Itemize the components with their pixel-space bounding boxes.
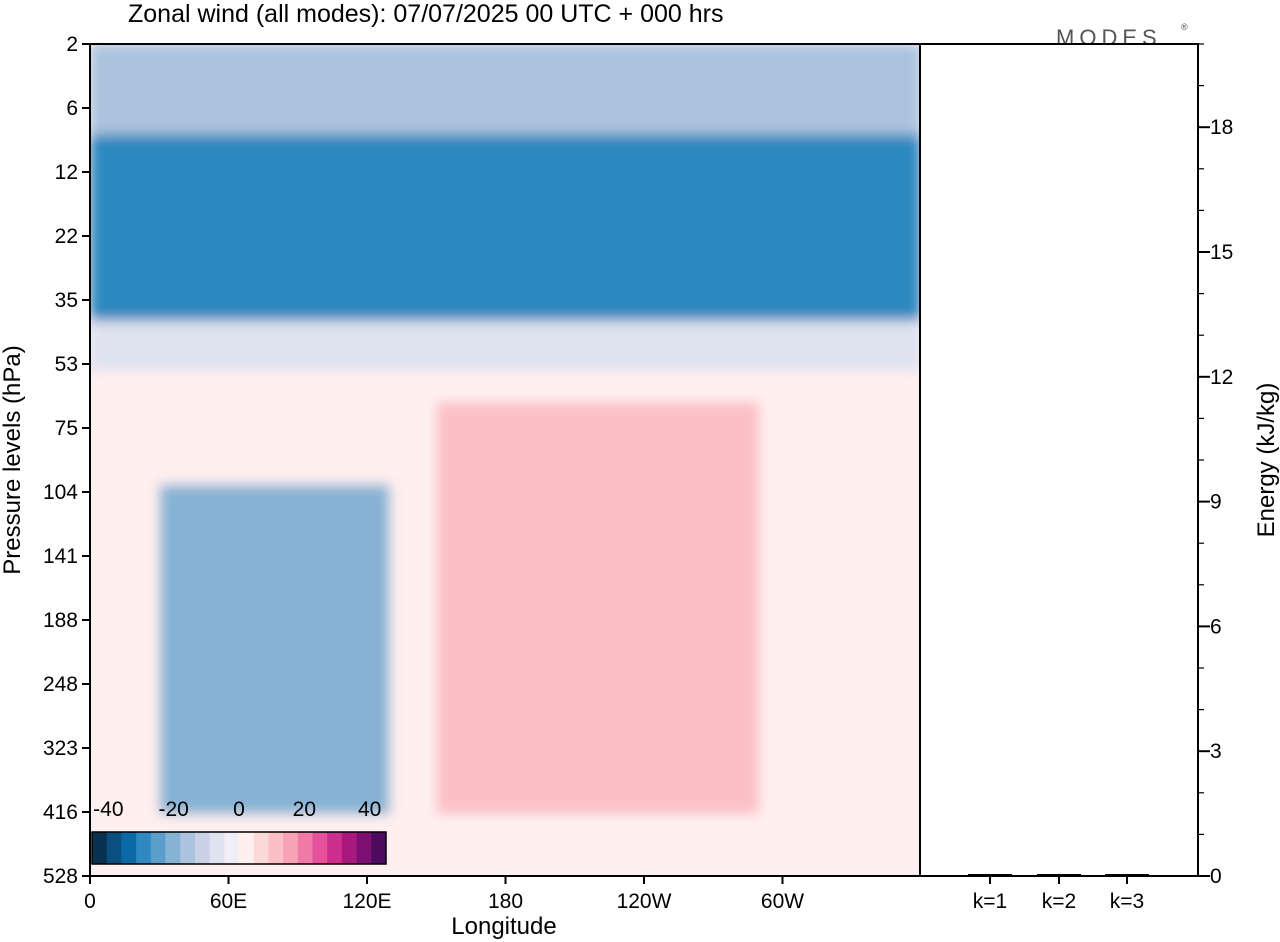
energy-tick-label: 9: [1210, 491, 1222, 514]
energy-bar: [1037, 874, 1081, 876]
colorbar: -40 -20 0 20 40: [91, 798, 387, 865]
colorbar-swatch: [327, 832, 343, 864]
pressure-tick-label: 416: [43, 801, 78, 824]
colorbar-swatch: [371, 832, 387, 864]
pressure-tick-label: 141: [43, 545, 78, 568]
pressure-tick-label: 323: [43, 737, 78, 760]
pressure-axis: 2 6 12 22 35 53 75 104 141 188 248 323 416 528: [43, 33, 90, 888]
energy-tick-label: 12: [1210, 366, 1233, 389]
pressure-tick-label: 53: [55, 353, 78, 376]
colorbar-swatch: [136, 832, 152, 864]
heatmap-region: [90, 320, 920, 371]
energy-bar: [1105, 874, 1149, 876]
heatmap-region: [436, 401, 760, 815]
pressure-tick-label: 528: [43, 865, 78, 888]
longitude-axis: 0 60E 120E 180 120W 60W: [84, 876, 804, 913]
colorbar-swatch: [356, 832, 372, 864]
y-axis-label: Pressure levels (hPa): [0, 345, 26, 574]
pressure-tick-label: 188: [43, 609, 78, 632]
registered-mark: ®: [1181, 22, 1188, 32]
pressure-tick-label: 12: [55, 161, 78, 184]
energy-tick-label: 18: [1210, 116, 1233, 139]
colorbar-frame: [91, 831, 387, 865]
heatmap-region: [159, 484, 391, 815]
heatmap-region: [90, 44, 920, 135]
pressure-tick-label: 2: [66, 33, 78, 56]
energy-tick-label: 3: [1210, 740, 1222, 763]
colorbar-swatch: [283, 832, 299, 864]
colorbar-tick-label: 20: [293, 798, 316, 821]
colorbar-swatch: [209, 832, 225, 864]
longitude-tick-label: 0: [84, 890, 96, 913]
colorbar-swatch: [121, 832, 137, 864]
energy-panel: [919, 43, 1199, 877]
colorbar-swatch: [239, 832, 255, 864]
colorbar-tick-label: 0: [233, 798, 245, 821]
longitude-tick-label: 120W: [617, 890, 672, 913]
energy-axis: 0 3 6 9 12 15 18: [1198, 43, 1233, 888]
colorbar-tick-label: -20: [158, 798, 188, 821]
colorbar-swatch: [165, 832, 181, 864]
pressure-tick-label: 248: [43, 673, 78, 696]
heatmap-panel: [90, 44, 920, 876]
pressure-tick-label: 75: [55, 417, 78, 440]
longitude-tick-label: 120E: [342, 890, 391, 913]
pressure-tick-label: 22: [55, 225, 78, 248]
colorbar-swatch: [224, 832, 240, 864]
colorbar-swatch: [253, 832, 269, 864]
energy-bars: [968, 874, 1149, 876]
wavenumber-axis: k=1 k=2 k=3: [973, 876, 1144, 913]
wavenumber-tick-label: k=2: [1042, 890, 1076, 913]
pressure-tick-label: 104: [43, 481, 78, 504]
energy-bar: [968, 874, 1012, 876]
colorbar-swatch: [297, 832, 313, 864]
energy-tick-label: 15: [1210, 241, 1233, 264]
colorbar-swatch: [150, 832, 166, 864]
colorbar-tick-label: -40: [93, 798, 123, 821]
colorbar-swatch: [268, 832, 284, 864]
colorbar-swatch: [312, 832, 328, 864]
energy-axis-label: Energy (kJ/kg): [1253, 383, 1280, 538]
wavenumber-tick-label: k=3: [1110, 890, 1144, 913]
colorbar-swatch: [341, 832, 358, 864]
longitude-tick-label: 180: [488, 890, 523, 913]
energy-tick-label: 0: [1210, 865, 1222, 888]
colorbar-tick-label: 40: [358, 798, 381, 821]
heatmap-region: [90, 134, 920, 321]
x-axis-label: Longitude: [451, 913, 556, 940]
pressure-tick-label: 6: [66, 97, 78, 120]
colorbar-swatch: [92, 832, 108, 864]
heatmap-bands: [90, 44, 920, 876]
colorbar-swatch: [194, 832, 211, 864]
pressure-tick-label: 35: [55, 289, 78, 312]
wavenumber-tick-label: k=1: [973, 890, 1007, 913]
chart-title: Zonal wind (all modes): 07/07/2025 00 UT…: [128, 0, 723, 28]
energy-tick-label: 6: [1210, 615, 1222, 638]
colorbar-swatch: [180, 832, 196, 864]
heatmap-blur-group: [90, 44, 920, 876]
longitude-tick-label: 60E: [210, 890, 247, 913]
longitude-tick-label: 60W: [761, 890, 804, 913]
colorbar-swatch: [106, 832, 122, 864]
